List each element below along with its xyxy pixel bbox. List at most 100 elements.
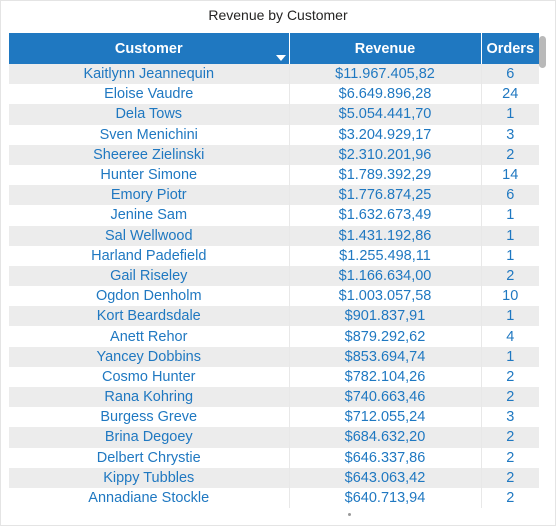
revenue-table: Customer Revenue Orders Kaitlynn Jeanneq… (9, 33, 539, 509)
customer-cell: Yancey Dobbins (9, 346, 290, 367)
table-row[interactable]: Dela Tows $5.054.441,70 1 (9, 104, 539, 125)
table-row[interactable]: Harland Padefield $1.255.498,11 1 (9, 245, 539, 266)
orders-cell: 2 (481, 387, 539, 408)
column-header-orders[interactable]: Orders (481, 33, 539, 64)
table-row[interactable]: Sal Wellwood $1.431.192,86 1 (9, 225, 539, 246)
revenue-cell: $2.310.201,96 (289, 144, 482, 165)
orders-cell: 1 (481, 104, 539, 125)
customer-cell: Eloise Vaudre (9, 84, 290, 105)
orders-cell: 24 (481, 84, 539, 105)
table-row[interactable]: Brina Degoey $684.632,20 2 (9, 427, 539, 448)
orders-cell: 2 (481, 487, 539, 509)
revenue-cell: $901.837,91 (289, 306, 482, 327)
revenue-cell: $1.166.634,00 (289, 265, 482, 287)
customer-cell: Burgess Greve (9, 407, 290, 428)
column-header-label: Revenue (354, 40, 416, 57)
revenue-cell: $879.292,62 (289, 326, 482, 347)
revenue-cell: $640.713,94 (289, 487, 482, 509)
customer-cell: Jenine Sam (9, 205, 290, 226)
revenue-cell: $1.632.673,49 (289, 205, 482, 226)
customer-cell: Ogdon Denholm (9, 286, 290, 307)
customer-cell: Cosmo Hunter (9, 366, 290, 387)
customer-cell: Kippy Tubbles (9, 467, 290, 488)
table-row[interactable]: Kort Beardsdale $901.837,91 1 (9, 306, 539, 327)
revenue-cell: $712.055,24 (289, 407, 482, 428)
table-row[interactable]: Kippy Tubbles $643.063,42 2 (9, 467, 539, 488)
table-row[interactable]: Gail Riseley $1.166.634,00 2 (9, 265, 539, 287)
revenue-cell: $1.003.057,58 (289, 286, 482, 307)
revenue-cell: $684.632,20 (289, 427, 482, 448)
table-row[interactable]: Yancey Dobbins $853.694,74 1 (9, 346, 539, 367)
orders-cell: 6 (481, 185, 539, 206)
revenue-cell: $11.967.405,82 (289, 64, 482, 85)
table-row[interactable]: Rana Kohring $740.663,46 2 (9, 387, 539, 408)
table-row[interactable]: Sheeree Zielinski $2.310.201,96 2 (9, 144, 539, 165)
orders-cell: 2 (481, 265, 539, 287)
revenue-cell: $853.694,74 (289, 346, 482, 367)
revenue-cell: $5.054.441,70 (289, 104, 482, 125)
customer-cell: Brina Degoey (9, 427, 290, 448)
customer-cell: Kort Beardsdale (9, 306, 290, 327)
revenue-cell: $1.789.392,29 (289, 164, 482, 186)
table-row[interactable]: Hunter Simone $1.789.392,29 14 (9, 164, 539, 186)
customer-cell: Dela Tows (9, 104, 290, 125)
table-body: Kaitlynn Jeannequin $11.967.405,82 6 Eloise… (9, 64, 539, 509)
customer-cell: Sheeree Zielinski (9, 144, 290, 165)
customer-cell: Harland Padefield (9, 245, 290, 266)
customer-cell: Sal Wellwood (9, 225, 290, 246)
orders-cell: 2 (481, 427, 539, 448)
vertical-scrollbar[interactable] (539, 36, 546, 68)
table-row[interactable]: Annadiane Stockle $640.713,94 2 (9, 487, 539, 509)
column-header-customer[interactable]: Customer (9, 33, 290, 64)
customer-cell: Annadiane Stockle (9, 487, 290, 509)
orders-cell: 2 (481, 447, 539, 468)
table-row[interactable]: Anett Rehor $879.292,62 4 (9, 326, 539, 347)
orders-cell: 10 (481, 286, 539, 307)
customer-cell: Hunter Simone (9, 164, 290, 186)
orders-cell: 1 (481, 225, 539, 246)
column-header-revenue[interactable]: Revenue (275, 33, 482, 64)
table-row[interactable]: Eloise Vaudre $6.649.896,28 24 (9, 84, 539, 105)
table-row[interactable]: Sven Menichini $3.204.929,17 3 (9, 124, 539, 145)
column-header-label: Customer (114, 40, 183, 57)
orders-cell: 3 (481, 124, 539, 145)
table-row[interactable]: Cosmo Hunter $782.104,26 2 (9, 366, 539, 387)
orders-cell: 6 (481, 64, 539, 85)
customer-cell: Emory Piotr (9, 185, 290, 206)
customer-cell: Sven Menichini (9, 124, 290, 145)
orders-cell: 2 (481, 366, 539, 387)
orders-cell: 1 (481, 346, 539, 367)
table-row[interactable]: Kaitlynn Jeannequin $11.967.405,82 6 (9, 64, 539, 85)
column-header-label: Orders (486, 40, 535, 57)
header-row: Customer Revenue Orders (9, 33, 539, 64)
customer-cell: Rana Kohring (9, 387, 290, 408)
table-row[interactable]: Ogdon Denholm $1.003.057,58 10 (9, 286, 539, 307)
orders-cell: 2 (481, 467, 539, 488)
visual-title: Revenue by Customer (208, 7, 348, 23)
table-row[interactable]: Burgess Greve $712.055,24 3 (9, 407, 539, 428)
revenue-cell: $646.337,86 (289, 447, 482, 468)
table-row[interactable]: Delbert Chrystie $646.337,86 2 (9, 447, 539, 468)
orders-cell: 1 (481, 205, 539, 226)
customer-cell: Anett Rehor (9, 326, 290, 347)
revenue-cell: $3.204.929,17 (289, 124, 482, 145)
revenue-cell: $782.104,26 (289, 366, 482, 387)
revenue-cell: $1.255.498,11 (289, 245, 482, 266)
table-container: Customer Revenue Orders Kaitlynn Jeanneq… (9, 33, 539, 519)
sort-descending-icon (275, 55, 286, 61)
revenue-cell: $1.776.874,25 (289, 185, 482, 206)
table-row[interactable]: Emory Piotr $1.776.874,25 6 (9, 185, 539, 206)
orders-cell: 1 (481, 245, 539, 266)
orders-cell: 3 (481, 407, 539, 428)
customer-cell: Kaitlynn Jeannequin (9, 64, 290, 85)
customer-cell: Gail Riseley (9, 265, 290, 287)
revenue-cell: $740.663,46 (289, 387, 482, 408)
orders-cell: 14 (481, 164, 539, 186)
orders-cell: 1 (481, 306, 539, 327)
orders-cell: 4 (481, 326, 539, 347)
revenue-cell: $6.649.896,28 (289, 84, 482, 105)
revenue-cell: $643.063,42 (289, 467, 482, 488)
orders-cell: 2 (481, 144, 539, 165)
table-row[interactable]: Jenine Sam $1.632.673,49 1 (9, 205, 539, 226)
